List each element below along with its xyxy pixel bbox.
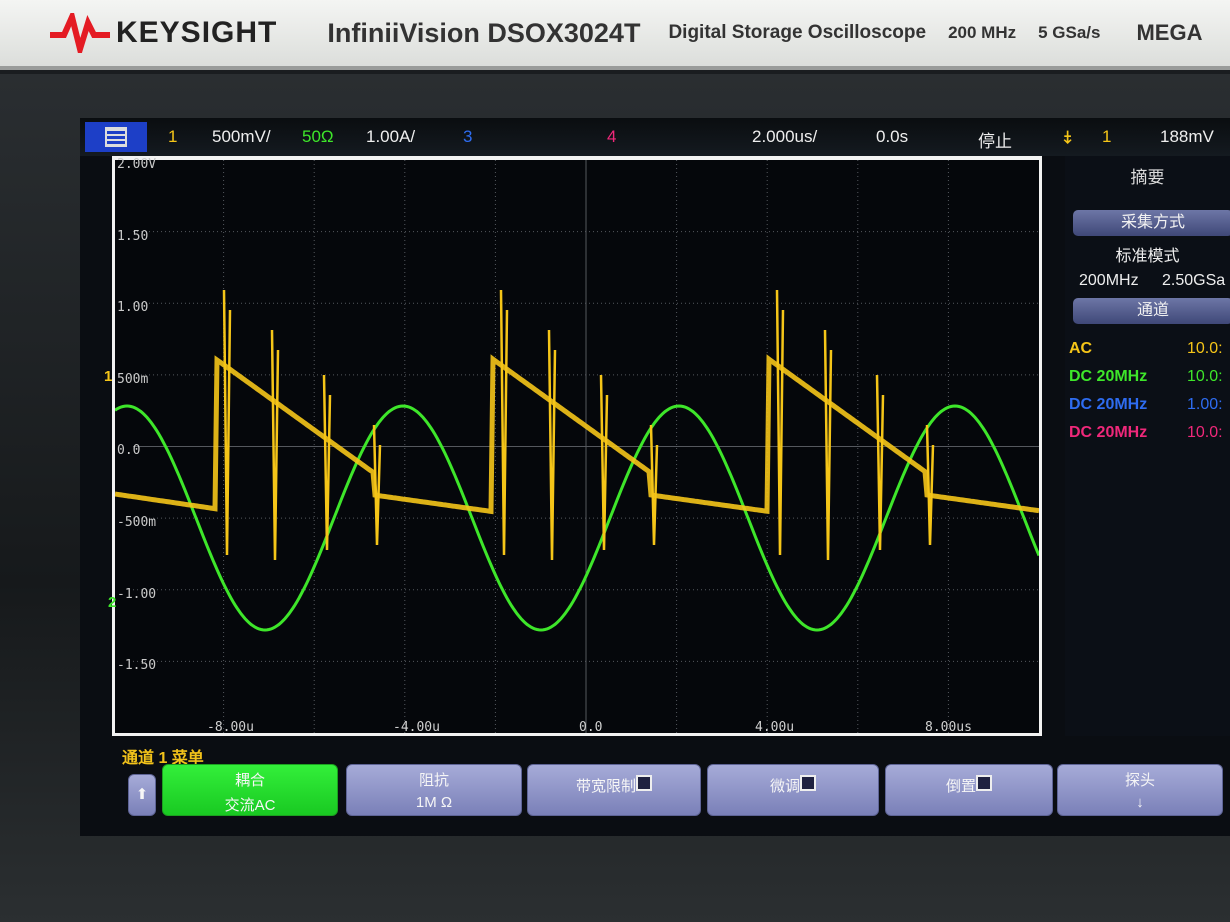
y-axis-label: -500m: [117, 515, 157, 530]
y-axis-label: 0.0: [117, 443, 141, 459]
softkey-6[interactable]: 探头 ↓: [1057, 764, 1223, 816]
softkey-value: 交流AC: [224, 797, 276, 814]
menu-icon: [105, 127, 127, 147]
softkey-5[interactable]: 倒置: [885, 764, 1053, 816]
softkey-value: ↓: [1136, 794, 1144, 811]
ch2-scale[interactable]: 1.00A/: [366, 127, 416, 146]
x-axis-label: 0.0: [579, 720, 603, 735]
y-axis-label: 500m: [117, 371, 149, 387]
softkey-2[interactable]: 阻抗 1M Ω: [346, 764, 522, 816]
channel-1-spike: [222, 289, 232, 556]
softkey-bar: 通道 1 菜单 ⬆ 耦合交流AC 阻抗 1M Ω 带宽限制 微调 倒置 探头 ↓: [120, 744, 1230, 836]
trigger-edge-icon: ⤈: [1064, 127, 1072, 146]
channel-1-spike: [547, 329, 557, 561]
checkbox-icon: [636, 775, 652, 791]
summary-panel: 摘要 采集方式 标准模式 200MHz 2.50GSa 通道 AC 10.0: DC…: [1065, 156, 1230, 736]
channel-1-spike: [823, 329, 833, 561]
device-description: Digital Storage Oscilloscope: [668, 22, 927, 43]
ch1-label[interactable]: 1: [168, 127, 178, 146]
channel-1-coupling[interactable]: AC: [1069, 340, 1093, 357]
acquisition-rate: 2.50GSa: [1162, 272, 1226, 289]
softkey-label: 倒置: [945, 778, 976, 795]
horizontal-delay[interactable]: 0.0s: [876, 127, 909, 146]
timebase-scale[interactable]: 2.000us/: [752, 127, 818, 146]
main-menu-button[interactable]: [85, 122, 147, 152]
y-axis-label: 1.50: [117, 228, 149, 244]
channel-1-spike: [499, 289, 509, 556]
ch3-label[interactable]: 3: [463, 127, 473, 146]
checkbox-icon: [800, 775, 816, 791]
channel-1-trace: [115, 354, 1039, 515]
channel-2-probe[interactable]: 10.0:: [1187, 368, 1223, 385]
channel-3-probe[interactable]: 1.00:: [1187, 396, 1223, 413]
run-state[interactable]: 停止: [978, 132, 1012, 151]
channel-1-spike: [599, 374, 609, 551]
ch4-label[interactable]: 4: [607, 127, 617, 146]
keysight-logo-icon: [50, 13, 110, 53]
channel-1-spike: [372, 424, 382, 546]
y-axis-label: 1.00: [117, 300, 149, 316]
y-axis-label: 2.00V: [117, 157, 157, 172]
trigger-source[interactable]: 1: [1102, 127, 1112, 146]
channel-1-spike: [270, 329, 280, 561]
channel-3-coupling[interactable]: DC 20MHz: [1069, 396, 1148, 413]
softkey-label: 阻抗: [418, 772, 449, 789]
channels-header: 通道: [1073, 298, 1230, 324]
channel-1-spike: [775, 289, 785, 556]
acquisition-header: 采集方式: [1073, 210, 1230, 236]
softkey-menu-title: 通道 1 菜单: [122, 750, 204, 767]
softkey-label: 探头: [1124, 772, 1155, 789]
x-axis-label: -4.00u: [393, 720, 440, 735]
softkey-label: 带宽限制: [575, 778, 636, 795]
waveform-graticule[interactable]: 2.00V 1.50 1.00 500m 0.0 -500m -1.00 -1.50 -8.0…: [112, 156, 1042, 736]
y-axis-label: -1.00: [117, 586, 157, 602]
softkey-4[interactable]: 微调: [707, 764, 879, 816]
x-axis-label: 4.00u: [755, 720, 795, 735]
sample-rate-spec: 5 GSa/s: [1038, 23, 1101, 42]
softkey-label: 耦合: [234, 772, 265, 789]
brand-name: KEYSIGHT: [116, 16, 278, 49]
x-axis-label: 8.00us: [925, 720, 972, 735]
channel-1-probe[interactable]: 10.0:: [1187, 340, 1223, 357]
channel-1-spike: [649, 424, 659, 546]
ch1-scale[interactable]: 500mV/: [212, 127, 271, 146]
softkey-label: 微调: [769, 778, 800, 795]
channel-1-spike: [322, 374, 332, 551]
acquisition-bandwidth: 200MHz: [1079, 272, 1139, 289]
summary-tab[interactable]: 摘要: [1065, 156, 1230, 200]
ch1-ground-marker[interactable]: 1: [104, 368, 113, 385]
front-panel-brand-bar: KEYSIGHT InfiniiVision DSOX3024T Digital…: [0, 0, 1230, 70]
softkey-value: 1M Ω: [415, 794, 453, 811]
status-bar: 1 500mV/ 50Ω 1.00A/ 3 4 2.000us/ 0.0s 停止…: [80, 118, 1230, 165]
x-axis-label: -8.00u: [207, 720, 254, 735]
channel-1-spike: [875, 374, 885, 551]
channel-1-spike: [925, 424, 935, 546]
acquisition-mode: 标准模式: [1115, 248, 1180, 265]
checkbox-icon: [976, 775, 992, 791]
ch2-ground-marker[interactable]: 2: [108, 594, 117, 611]
menu-up-button[interactable]: ⬆: [128, 774, 156, 816]
ch2-impedance[interactable]: 50Ω: [302, 127, 334, 146]
channel-2-coupling[interactable]: DC 20MHz: [1069, 368, 1148, 385]
model-name: InfiniiVision DSOX3024T: [327, 17, 641, 48]
waveform-display: [115, 160, 1039, 733]
mega-badge: MEGA: [1136, 20, 1203, 45]
scope-screen: 1 500mV/ 50Ω 1.00A/ 3 4 2.000us/ 0.0s 停止…: [80, 118, 1230, 836]
channel-4-probe[interactable]: 10.0:: [1187, 424, 1223, 441]
trigger-level[interactable]: 188mV: [1160, 127, 1214, 146]
bandwidth-spec: 200 MHz: [948, 23, 1017, 42]
summary-title: 摘要: [1130, 168, 1165, 187]
channel-2-trace: [115, 404, 1039, 632]
softkey-1[interactable]: 耦合交流AC: [162, 764, 338, 816]
softkey-3[interactable]: 带宽限制: [527, 764, 701, 816]
y-axis-label: -1.50: [117, 658, 157, 674]
channel-4-coupling[interactable]: DC 20MHz: [1069, 424, 1148, 441]
